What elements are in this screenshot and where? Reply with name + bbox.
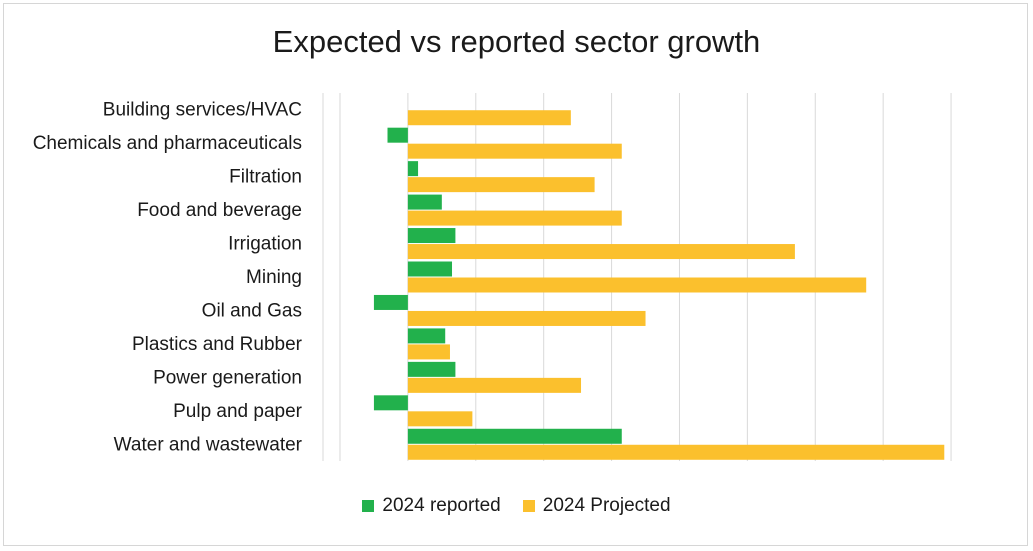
legend-swatch-reported	[362, 500, 375, 512]
bar-reported	[407, 328, 446, 344]
chart-title: Expected vs reported sector growth	[272, 24, 761, 59]
category-label: Irrigation	[228, 234, 302, 255]
category-label: Food and beverage	[137, 200, 302, 221]
legend-item-reported: 2024 reported	[362, 495, 501, 517]
chart-legend: 2024 reported 2024 Projected	[0, 495, 1033, 517]
category-label: Oil and Gas	[202, 300, 302, 321]
bar-projected	[407, 277, 867, 293]
legend-item-projected: 2024 Projected	[522, 495, 671, 517]
category-label: Plastics and Rubber	[132, 334, 303, 355]
bar-projected	[407, 310, 646, 326]
legend-label-reported: 2024 reported	[382, 495, 501, 516]
bar-reported	[407, 428, 622, 444]
bar-reported	[373, 395, 408, 411]
bar-projected	[407, 344, 450, 360]
bar-projected	[407, 110, 571, 126]
category-label: Water and wastewater	[114, 434, 303, 455]
bar-reported	[407, 261, 453, 277]
bar-projected	[407, 177, 595, 193]
bar-projected	[407, 377, 582, 393]
bar-projected	[407, 444, 945, 460]
category-label: Chemicals and pharmaceuticals	[33, 133, 302, 154]
legend-label-projected: 2024 Projected	[542, 495, 671, 516]
bar-reported	[387, 127, 408, 143]
bar-projected	[407, 143, 622, 159]
bar-reported	[407, 228, 456, 244]
category-label: Mining	[246, 267, 302, 288]
bar-projected	[407, 210, 622, 226]
category-label: Power generation	[153, 367, 302, 388]
bar-reported	[407, 161, 419, 177]
bar-projected	[407, 411, 473, 427]
bar-reported	[373, 294, 408, 310]
bar-reported	[407, 361, 456, 377]
legend-swatch-projected	[522, 500, 535, 512]
bar-projected	[407, 244, 795, 260]
category-label: Pulp and paper	[173, 401, 303, 422]
bar-reported	[407, 194, 442, 210]
category-label: Filtration	[229, 167, 302, 188]
category-label: Building services/HVAC	[103, 100, 302, 121]
